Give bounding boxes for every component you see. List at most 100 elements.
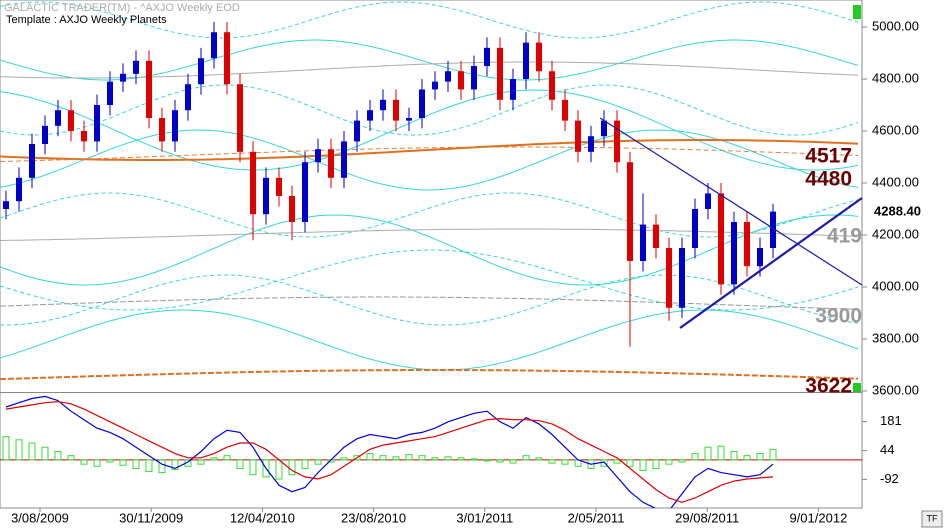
candle-body [315, 149, 321, 163]
histogram-bar [431, 457, 439, 461]
histogram-bar [236, 459, 244, 469]
trend-line [599, 117, 863, 286]
candle-body [692, 208, 698, 248]
candle-body [250, 151, 256, 215]
histogram-bar [353, 455, 361, 461]
candle-body [29, 144, 35, 178]
histogram-bar [301, 459, 309, 469]
histogram-bar [522, 455, 530, 461]
planet-line [0, 296, 859, 310]
planet-line [0, 61, 859, 79]
y-tick-label: 4000.00 [872, 278, 919, 293]
candle-body [81, 131, 87, 142]
candle-body [601, 120, 607, 137]
candle-body [484, 47, 490, 67]
histogram-bar [54, 450, 62, 461]
histogram-bar [457, 457, 465, 461]
candle-body [185, 84, 191, 111]
histogram-bar [626, 459, 634, 467]
candle-body [42, 125, 48, 145]
planet-line [0, 84, 859, 136]
histogram-bar [444, 456, 452, 461]
last-price-label: 4288.40 [874, 203, 921, 218]
histogram-bar [418, 455, 426, 461]
candle-body [289, 196, 295, 222]
candle-body [497, 47, 503, 100]
candle-body [354, 120, 360, 142]
histogram-bar [639, 459, 647, 472]
histogram-bar [366, 453, 374, 461]
histogram-bar [379, 455, 387, 461]
indicator-line [5, 395, 774, 508]
y-tick-label: 4600.00 [872, 122, 919, 137]
tf-label[interactable]: TF [927, 513, 938, 523]
histogram-bar [548, 459, 556, 464]
candle-body [679, 247, 685, 308]
candle-body [445, 71, 451, 82]
histogram-bar [483, 459, 491, 462]
histogram-bar [561, 459, 569, 465]
histogram-bar [158, 459, 166, 474]
tf-button[interactable] [921, 510, 943, 528]
planet-line [0, 214, 859, 286]
candle-body [640, 224, 646, 261]
candle-body [757, 247, 763, 267]
trend-line [679, 197, 863, 329]
histogram-bar [756, 453, 764, 461]
histogram-bar [210, 457, 218, 461]
candle-body [770, 211, 776, 248]
y-tick-label: 4800.00 [872, 70, 919, 85]
level-annotation: 3622 [805, 375, 852, 398]
y2-tick-label: -92 [880, 471, 899, 486]
candle-body [341, 141, 347, 178]
x-tick-label: 23/08/2010 [341, 510, 406, 525]
y-tick-label: 4200.00 [872, 226, 919, 241]
y-tick-label: 3600.00 [872, 382, 919, 397]
histogram-bar [171, 459, 179, 470]
histogram-bar [769, 448, 777, 461]
candle-body [120, 73, 126, 82]
level-annotation: 4480 [805, 168, 852, 191]
candle-body [536, 42, 542, 72]
level-annotation: 419 [827, 225, 862, 248]
level-annotation: 3900 [815, 305, 862, 328]
histogram-bar [509, 459, 517, 464]
candle-body [406, 118, 412, 121]
x-tick-label: 3/08/2009 [11, 510, 69, 525]
y-tick-label: 3800.00 [872, 330, 919, 345]
candle-body [237, 84, 243, 152]
indicator-panel [0, 395, 862, 508]
last-price-box [864, 204, 944, 221]
candle-body [302, 162, 308, 222]
histogram-bar [223, 455, 231, 461]
candle-body [523, 42, 529, 80]
planet-line [0, 369, 859, 381]
y2-tick-label: 181 [880, 413, 902, 428]
histogram-bar [67, 455, 75, 461]
histogram-bar [652, 459, 660, 469]
histogram-bar [678, 459, 686, 463]
histogram-bar [730, 450, 738, 461]
planet-line [0, 274, 859, 326]
histogram-bar [613, 459, 621, 464]
planet-line [0, 129, 859, 191]
candle-body [68, 110, 74, 132]
candle-body [159, 118, 165, 142]
candle-body [16, 177, 22, 202]
candle-body [198, 58, 204, 85]
histogram-bar [262, 459, 270, 478]
histogram-bar [340, 457, 348, 461]
candle-body [107, 81, 113, 106]
planet-line [0, 139, 859, 161]
candle-body [133, 60, 139, 74]
candle-body [367, 110, 373, 121]
level-annotation: 4517 [805, 145, 852, 168]
candle-body [419, 89, 425, 119]
chart-title: Template : AXJO Weekly Planets [6, 14, 167, 26]
header: GALACTIC TRADER(TM) - ^AXJO Weekly EOD [4, 2, 240, 14]
candle-body [94, 105, 100, 142]
histogram-bar [41, 446, 49, 461]
y-tick-label: 4400.00 [872, 174, 919, 189]
candle-body [172, 110, 178, 142]
